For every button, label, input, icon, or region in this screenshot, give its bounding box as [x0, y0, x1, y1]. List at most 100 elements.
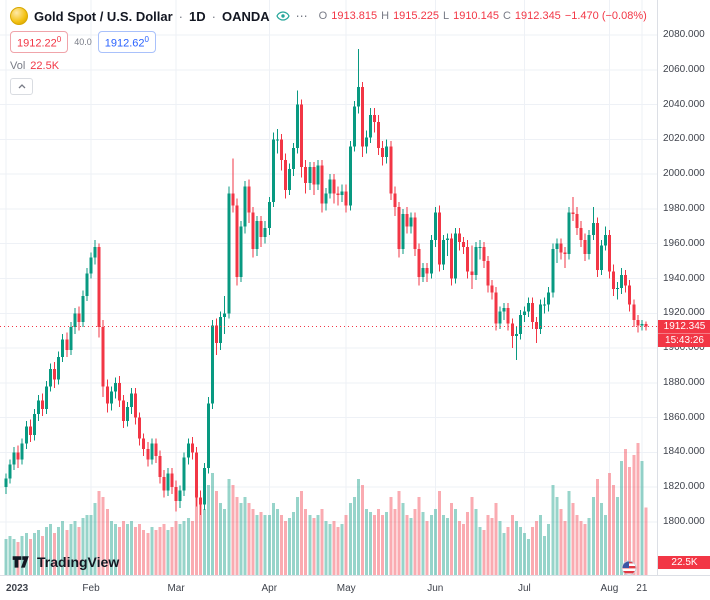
candle-body [385, 146, 389, 157]
volume-bar [57, 527, 61, 575]
volume-bar [518, 527, 522, 575]
volume-bar [215, 491, 219, 575]
volume-bar [219, 503, 223, 575]
volume-bar [271, 503, 275, 575]
legend-collapse-button[interactable] [10, 77, 33, 95]
last-price-badge: 1912.345 [658, 319, 710, 333]
volume-bar [522, 533, 526, 575]
candle-body [57, 356, 61, 380]
candle-body [146, 448, 150, 460]
candle-body [595, 222, 599, 270]
volume-bar [441, 515, 445, 575]
volume-bar [97, 491, 101, 575]
candle-body [433, 212, 437, 241]
volume-bar [336, 527, 340, 575]
volume-bar [8, 536, 12, 575]
tradingview-wordmark: TradingView [37, 553, 120, 570]
candle-body [8, 464, 12, 479]
candle-body [547, 292, 551, 305]
volume-bar [324, 521, 328, 575]
volume-bar [425, 521, 429, 575]
more-options-icon[interactable]: ⋯ [295, 9, 309, 23]
candle-body [288, 168, 291, 190]
volume-bar [624, 449, 628, 575]
volume-bar [369, 512, 372, 575]
candle-body [158, 455, 162, 477]
candle-body [69, 327, 73, 350]
volume-bar [134, 527, 138, 575]
volume-bar [255, 515, 259, 575]
candle-body [97, 247, 101, 328]
candle-body [332, 179, 336, 194]
candle-body [28, 426, 32, 436]
volume-bar [20, 536, 24, 575]
candle-body [308, 167, 312, 183]
volume-bar [575, 515, 579, 575]
candle-body [324, 193, 328, 204]
sell-button[interactable]: 1912.220 [10, 31, 69, 53]
volume-bar [470, 497, 474, 575]
candle-body [267, 201, 271, 229]
symbol-logo-icon [10, 7, 28, 25]
candle-body [640, 324, 644, 326]
volume-bar [514, 521, 518, 575]
volume-bar [121, 521, 125, 575]
price-axis[interactable]: 1912.345 15:43:26 22.5K 2080.000 2060.000… [657, 0, 710, 575]
candle-body [478, 247, 482, 249]
volume-bar [117, 527, 121, 575]
exchange-label: OANDA [221, 8, 270, 24]
volume-bar [413, 509, 417, 575]
volume-bar [53, 533, 57, 575]
price-tick-label: 1800.000 [663, 516, 705, 527]
price-tick-label: 2040.000 [663, 98, 705, 110]
volume-bar [587, 518, 591, 575]
eye-icon[interactable] [276, 11, 290, 21]
time-tick-label: Jul [517, 583, 531, 594]
chart-canvas[interactable] [0, 0, 657, 575]
volume-bar [555, 497, 559, 575]
volume-bar [251, 509, 255, 575]
candle-body [49, 368, 53, 387]
symbol-title: Gold Spot / U.S. Dollar [34, 8, 173, 24]
volume-bar [531, 527, 534, 575]
candle-body [356, 87, 360, 107]
interval-label[interactable]: 1D [189, 8, 206, 24]
candle-body [40, 400, 44, 409]
candle-body [409, 217, 413, 227]
volume-bar [364, 509, 368, 575]
candle-body [429, 240, 433, 274]
economic-event-icon[interactable] [621, 560, 637, 581]
candle-body [494, 292, 498, 324]
volume-bar [93, 503, 97, 575]
candle-body [413, 217, 417, 249]
tradingview-logo[interactable]: TradingView [10, 551, 119, 572]
volume-axis-badge: 22.5K [658, 556, 710, 569]
volume-bar [551, 485, 555, 575]
volume-bar [312, 518, 316, 575]
candle-body [535, 321, 539, 329]
candle-body [539, 304, 543, 329]
candle-body [510, 323, 514, 336]
candle-body [121, 400, 125, 422]
candle-body [211, 325, 215, 404]
candle-body [502, 308, 506, 312]
volume-bar [85, 515, 89, 575]
candle-body [223, 313, 227, 317]
candle-body [194, 452, 198, 498]
candle-body [522, 311, 526, 316]
volume-bar [510, 515, 514, 575]
volume-bar [539, 515, 543, 575]
candle-body [340, 191, 344, 196]
candle-body [53, 368, 57, 380]
volume-bar [450, 503, 453, 575]
volume-bar [579, 521, 583, 575]
volume-bar [535, 521, 539, 575]
volume-bar [385, 512, 389, 575]
volume-bar [194, 497, 198, 575]
candle-body [89, 257, 93, 274]
volume-bar [458, 521, 462, 575]
candle-body [425, 268, 429, 274]
buy-button[interactable]: 1912.620 [97, 31, 156, 53]
volume-bar [316, 515, 320, 575]
